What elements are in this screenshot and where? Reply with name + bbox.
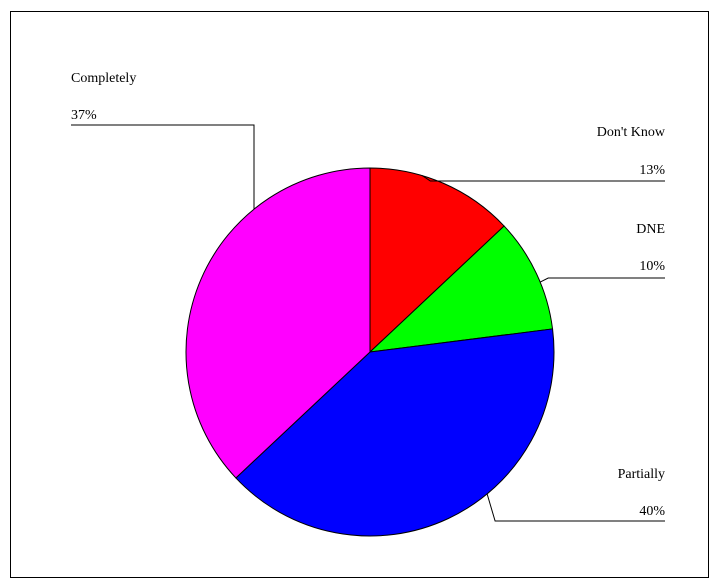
slice-pct-dne: 10%	[639, 259, 665, 274]
leader-line-completely	[71, 124, 255, 210]
leader-line-partially	[486, 493, 665, 522]
slice-pct-partially: 40%	[639, 504, 665, 519]
pie-slice-partially	[235, 328, 555, 537]
slice-label-dne: DNE	[636, 222, 665, 237]
slice-label-partially: Partially	[618, 467, 665, 482]
pie-slice-dne	[368, 225, 554, 353]
pie-slice-dont-know	[369, 167, 505, 354]
pie-slice-completely	[185, 167, 371, 479]
slice-label-completely: Completely	[71, 71, 136, 86]
leader-line-dont-know	[422, 175, 665, 182]
leader-line-dne	[539, 277, 665, 283]
slice-label-dont-know: Don't Know	[597, 125, 666, 140]
slice-pct-dont-know: 13%	[639, 163, 665, 178]
slice-pct-completely: 37%	[71, 108, 97, 123]
